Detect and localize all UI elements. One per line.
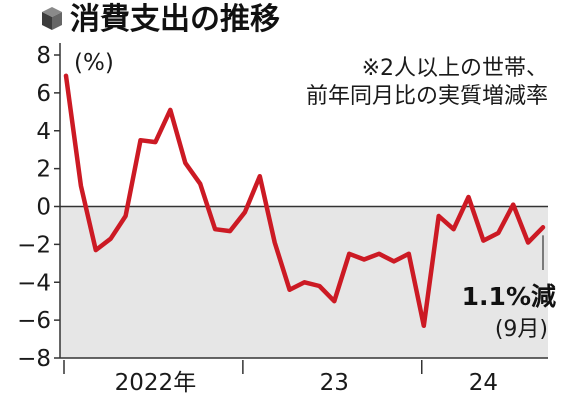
y-unit-label: (%) [74, 50, 114, 76]
y-tick-label: 0 [36, 195, 51, 221]
series-line [63, 73, 546, 329]
x-tick-label: 2022年 [115, 370, 197, 396]
annotation-subtext: (9月) [495, 317, 548, 342]
note-line: ※2人以上の世帯、 [362, 56, 548, 81]
y-tick-label: −4 [17, 270, 51, 296]
y-tick-label: −2 [17, 232, 51, 258]
y-tick-label: 8 [36, 43, 51, 69]
y-tick-label: 6 [36, 81, 51, 107]
cube-face [42, 12, 52, 30]
note-line: 前年同月比の実質増減率 [306, 84, 548, 109]
cube-icon [42, 7, 62, 30]
cube-face [52, 12, 62, 30]
y-tick-label: 4 [36, 119, 51, 145]
x-tick-label: 23 [320, 370, 349, 396]
y-tick-label: −6 [17, 308, 51, 334]
y-tick-label: 2 [36, 157, 51, 183]
annotation-text: 1.1%減 [462, 282, 556, 311]
x-tick-label: 24 [469, 370, 498, 396]
chart-title: 消費支出の推移 [70, 2, 280, 37]
y-tick-label: −8 [17, 346, 51, 372]
